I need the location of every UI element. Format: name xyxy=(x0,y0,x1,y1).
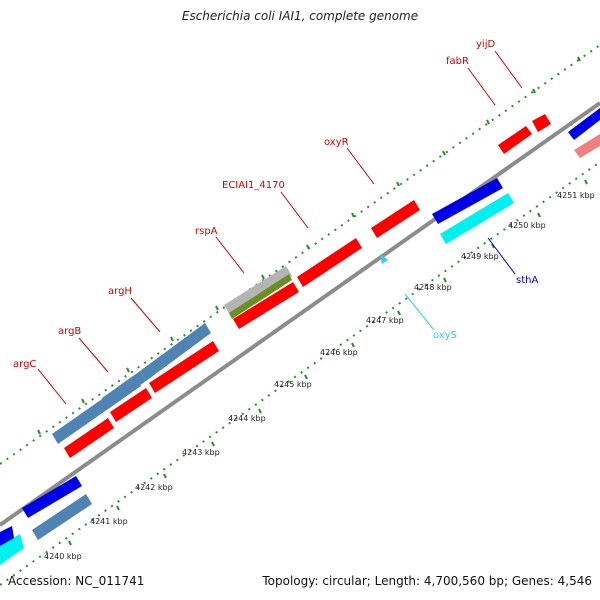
map-title: Escherichia coli IAI1, complete genome xyxy=(181,9,419,23)
rspA-rev-gene[interactable] xyxy=(233,282,299,329)
gene-label-oxyS: oxyS xyxy=(433,330,457,341)
gene-label-fabR: fabR xyxy=(446,56,469,67)
gene-label-ECIAI1_4170: ECIAI1_4170 xyxy=(222,180,285,191)
sthA-gene-cyan[interactable] xyxy=(440,193,514,244)
scale-labels: 4240 kbp 4241 kbp 4242 kbp 4243 kbp 4244… xyxy=(44,191,595,561)
genome-summary-text: Topology: circular; Length: 4,700,560 bp… xyxy=(262,574,592,588)
scale-label: 4245 kbp xyxy=(274,380,312,389)
argH-gene[interactable] xyxy=(140,323,211,381)
sthA-gene-blue[interactable] xyxy=(432,178,503,224)
ECIAI1_4170-gene[interactable] xyxy=(297,238,362,287)
scale-label: 4240 kbp xyxy=(44,552,82,561)
inner-major-ticks xyxy=(68,179,588,546)
scale-label: 4243 kbp xyxy=(182,448,220,457)
scale-label: 4249 kbp xyxy=(461,252,499,261)
oxyS-gene[interactable] xyxy=(380,254,388,264)
sthA-leader-line xyxy=(487,237,516,275)
gene-labels: argC argB argH rspA ECIAI1_4170 oxyR fab… xyxy=(13,39,538,370)
argB-gene[interactable] xyxy=(102,371,146,408)
rspA-gene-grey[interactable] xyxy=(224,266,292,315)
gene-label-oxyR: oxyR xyxy=(324,137,349,148)
scale-label: 4244 kbp xyxy=(228,414,266,423)
outer-tick-track xyxy=(0,44,600,465)
scale-label: 4246 kbp xyxy=(320,348,358,357)
gene-steel-left[interactable] xyxy=(32,494,92,540)
gene-label-rspA: rspA xyxy=(195,226,218,237)
argB-rev-gene[interactable] xyxy=(110,388,152,422)
red-leader-lines xyxy=(37,50,523,405)
forward-strand-features xyxy=(52,108,600,444)
rspA-gene-olive[interactable] xyxy=(229,274,292,319)
gene-label-argC: argC xyxy=(13,359,36,370)
gene-label-argH: argH xyxy=(108,286,132,297)
gene-blue-edge[interactable] xyxy=(568,108,600,140)
scale-label: 4241 kbp xyxy=(90,517,128,526)
gene-label-sthA: sthA xyxy=(516,275,538,286)
yijD-gene[interactable] xyxy=(532,114,551,132)
accession-text: Accession: NC_011741 xyxy=(8,574,145,588)
oxyS-leader-line xyxy=(404,293,435,331)
scale-label: 4247 kbp xyxy=(366,316,404,325)
scale-label: 4242 kbp xyxy=(135,483,173,492)
genome-backbone xyxy=(0,101,600,527)
gene-blue-left[interactable] xyxy=(22,476,82,518)
argH-rev-gene[interactable] xyxy=(149,341,219,393)
scale-label: 4250 kbp xyxy=(508,221,546,230)
fabR-gene[interactable] xyxy=(498,126,532,154)
reverse-strand-features xyxy=(0,134,600,565)
outer-major-ticks xyxy=(37,56,581,435)
argC-rev-gene[interactable] xyxy=(64,418,114,458)
gene-blue-left-edge[interactable] xyxy=(0,526,14,546)
gene-pink-edge[interactable] xyxy=(574,134,600,158)
gene-label-yijD: yijD xyxy=(476,39,495,50)
oxyR-gene[interactable] xyxy=(371,200,420,238)
scale-label: 4248 kbp xyxy=(414,283,452,292)
gene-label-argB: argB xyxy=(58,326,81,337)
scale-label: 4251 kbp xyxy=(557,191,595,200)
